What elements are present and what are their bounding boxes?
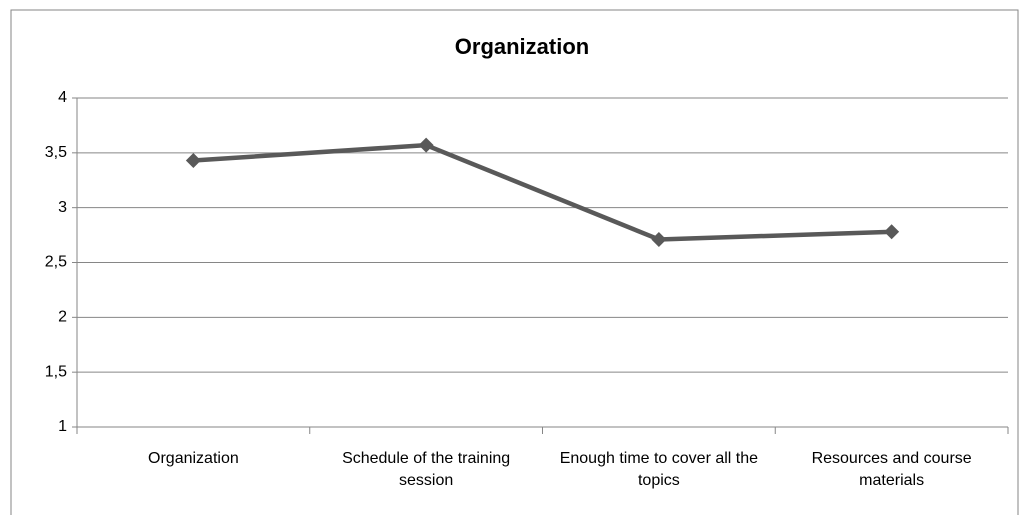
chart-frame	[10, 9, 1019, 515]
data-point	[418, 137, 434, 153]
y-tick-label: 3,5	[45, 144, 67, 161]
data-point	[185, 153, 201, 169]
x-tick-label: Enough time to cover all the topics	[559, 450, 759, 489]
x-tick-label: Schedule of the training session	[342, 450, 511, 489]
y-tick-label: 2,5	[45, 254, 67, 271]
y-tick-label: 4	[58, 89, 67, 106]
x-tick-label: Organization	[148, 450, 239, 467]
data-point	[651, 231, 667, 247]
x-tick-label: Resources and course materials	[811, 450, 972, 489]
data-line	[193, 142, 892, 242]
chart-title: Organization	[455, 34, 589, 59]
y-tick-label: 2	[58, 309, 67, 326]
y-tick-label: 1	[58, 418, 67, 435]
data-point	[884, 224, 900, 240]
y-tick-label: 1,5	[45, 363, 67, 380]
y-tick-label: 3	[58, 199, 67, 216]
